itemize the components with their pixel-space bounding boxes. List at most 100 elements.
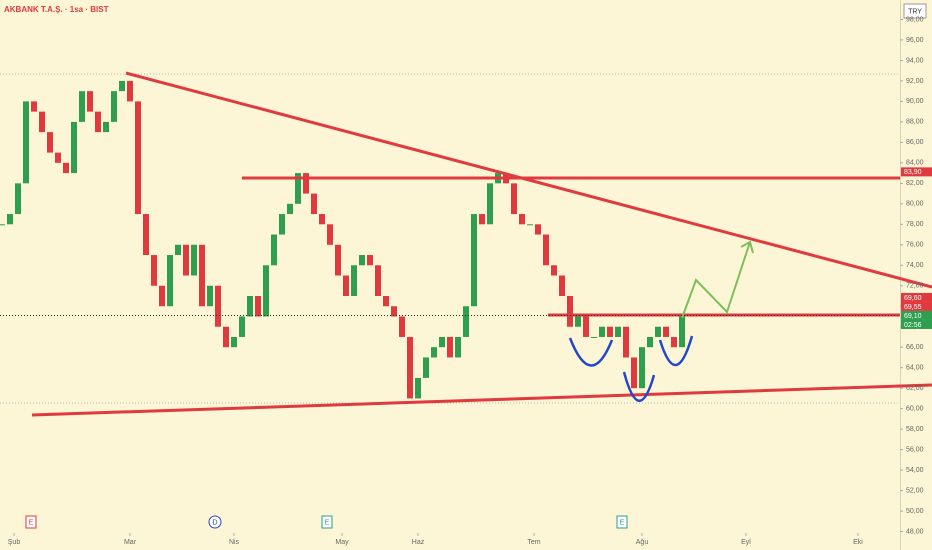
candle <box>471 214 477 307</box>
candle <box>343 275 349 296</box>
pattern-arc <box>658 335 694 367</box>
price-badge-label: 69,10 <box>904 313 922 320</box>
candle <box>663 326 669 337</box>
event-label: E <box>325 519 330 526</box>
candle <box>455 336 461 358</box>
y-tick-label: 86,00 <box>906 139 924 146</box>
candle <box>279 214 285 235</box>
candle <box>607 326 613 337</box>
price-badge <box>901 301 932 311</box>
trend-line <box>31 383 932 417</box>
candle <box>63 162 69 174</box>
candle <box>319 214 325 225</box>
candle <box>167 255 173 307</box>
candle <box>311 193 317 215</box>
candle <box>543 234 549 266</box>
y-tick-label: 92,00 <box>906 78 924 85</box>
currency: TRY <box>908 8 922 15</box>
candle <box>575 316 581 327</box>
candle <box>87 91 93 112</box>
y-tick-label: 96,00 <box>906 37 924 44</box>
x-tick-label: Şub <box>8 539 21 546</box>
candle <box>159 285 165 307</box>
candle <box>415 377 421 399</box>
price-badge-label: 69,55 <box>904 304 922 311</box>
candle <box>599 326 605 337</box>
candle <box>31 101 37 112</box>
candle <box>511 183 517 215</box>
event-marker[interactable] <box>321 515 333 529</box>
candle <box>447 336 453 358</box>
y-tick-label: 98,00 <box>906 16 924 23</box>
y-tick-label: 52,00 <box>906 487 924 494</box>
candle <box>183 244 189 276</box>
x-tick-label: Nis <box>229 539 240 546</box>
candle <box>143 214 149 256</box>
y-tick-label: 60,00 <box>906 406 924 413</box>
price-badge-label: 69,60 <box>904 295 922 302</box>
candle <box>135 101 141 215</box>
price-badge <box>901 292 932 302</box>
candle <box>559 275 565 296</box>
candle <box>583 316 589 337</box>
candle <box>287 203 293 215</box>
candle <box>527 224 533 226</box>
event-marker[interactable] <box>25 515 37 529</box>
candle <box>303 173 309 194</box>
event-marker[interactable] <box>208 515 222 529</box>
y-tick-label: 84,00 <box>906 160 924 167</box>
candle <box>463 306 469 337</box>
candle <box>407 336 413 399</box>
y-tick-label: 58,00 <box>906 426 924 433</box>
candle <box>103 121 109 133</box>
currency-box[interactable] <box>903 3 927 19</box>
candle <box>351 265 357 296</box>
candle <box>631 357 637 389</box>
candle <box>263 265 269 317</box>
candle <box>679 315 685 348</box>
price-badge <box>901 167 932 177</box>
pattern-arc <box>622 371 656 402</box>
candle <box>23 101 29 184</box>
chart-title: AKBANK T.A.Ş. · 1sa · BIST <box>4 5 109 14</box>
candle <box>671 336 677 348</box>
candle <box>231 336 237 348</box>
candle <box>567 295 573 327</box>
pattern-arc <box>568 337 614 367</box>
candle <box>391 306 397 317</box>
candle <box>487 183 493 225</box>
candle <box>7 214 13 225</box>
x-tick-label: May <box>335 539 349 546</box>
candle <box>95 111 101 133</box>
y-tick-label: 76,00 <box>906 242 924 249</box>
candle <box>335 244 341 276</box>
candle <box>479 214 485 225</box>
candle <box>71 121 77 174</box>
countdown: 02:56 <box>904 322 922 329</box>
y-tick-label: 72,00 <box>906 283 924 290</box>
y-tick-label: 66,00 <box>906 344 924 351</box>
candle <box>367 255 373 266</box>
x-tick-label: Eki <box>853 539 863 546</box>
event-marker[interactable] <box>616 515 628 529</box>
price-badge-label: 83,90 <box>904 169 922 176</box>
x-tick-label: Eyl <box>741 539 751 546</box>
candle <box>655 326 661 337</box>
event-label: E <box>620 519 625 526</box>
candle <box>375 265 381 296</box>
y-tick-label: 50,00 <box>906 508 924 515</box>
candle <box>207 285 213 307</box>
x-tick-label: Haz <box>412 539 425 546</box>
x-tick-label: Ağu <box>636 539 649 546</box>
candle <box>175 244 181 256</box>
candle <box>271 234 277 266</box>
y-tick-label: 90,00 <box>906 98 924 105</box>
candle <box>191 244 197 276</box>
y-tick-label: 54,00 <box>906 467 924 474</box>
candle <box>47 132 53 153</box>
candle <box>295 173 301 204</box>
y-tick-label: 78,00 <box>906 221 924 228</box>
candle <box>383 295 389 307</box>
